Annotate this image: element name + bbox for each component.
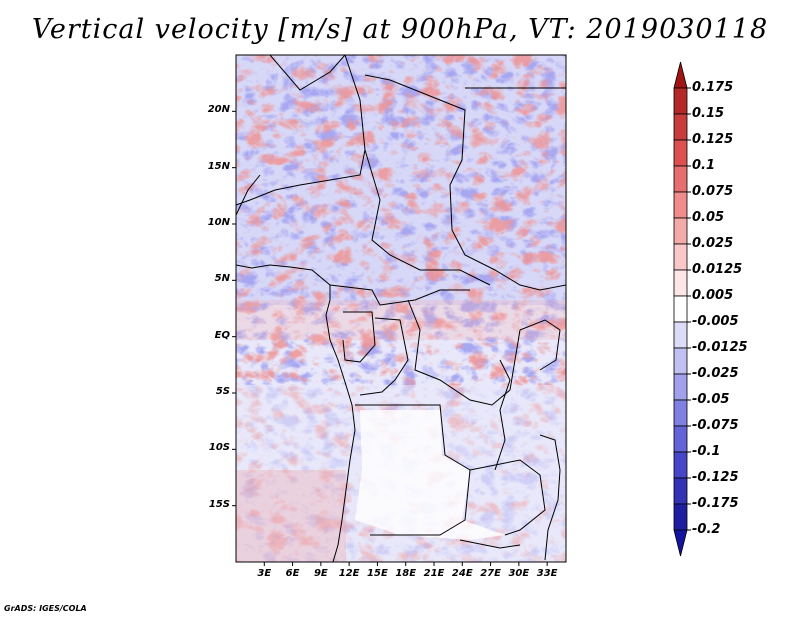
colorbar-segment (673, 399, 688, 427)
colorbar-label: 0.0125 (692, 262, 743, 277)
lat-label: 5S (215, 386, 230, 397)
lat-label: 5N (214, 273, 230, 285)
colorbar-label: 0.005 (692, 288, 734, 303)
colorbar (673, 61, 691, 557)
lat-label: 10N (207, 217, 230, 228)
colorbar-label: -0.0125 (692, 340, 748, 355)
lon-label: 21E (423, 568, 445, 579)
latitude-ticks (232, 110, 236, 507)
colorbar-label: -0.125 (692, 470, 739, 485)
colorbar-label: 0.15 (692, 106, 725, 121)
lon-label: 24E (451, 568, 473, 579)
colorbar-label: -0.1 (692, 444, 721, 459)
colorbar-label: 0.025 (692, 236, 734, 251)
colorbar-segment (673, 425, 688, 453)
colorbar-segment (673, 139, 688, 167)
lat-label: EQ (214, 329, 230, 341)
colorbar-segment (673, 503, 688, 531)
map-title: Vertical velocity [m/s] at 900hPa, VT: 2… (31, 14, 769, 45)
colorbar-segment (673, 243, 688, 271)
colorbar-segment (673, 269, 688, 297)
colorbar-segment (673, 373, 688, 401)
colorbar-segment (673, 217, 688, 245)
lon-label: 33E (536, 568, 558, 579)
longitude-ticks (263, 562, 548, 566)
lon-label: 27E (480, 568, 501, 579)
colorbar-label: -0.025 (692, 366, 739, 381)
colorbar-label: -0.05 (692, 392, 730, 407)
colorbar-segment (673, 321, 688, 349)
lat-label: 15N (207, 160, 230, 172)
colorbar-segment (673, 191, 688, 219)
lon-label: 15E (367, 568, 388, 579)
lon-label: 6E (285, 568, 300, 579)
colorbar-segment (673, 295, 688, 323)
lat-label: 20N (207, 104, 230, 116)
colorbar-label: 0.075 (692, 184, 734, 199)
lat-label: 10S (208, 442, 230, 454)
colorbar-segment (673, 347, 688, 375)
colorbar-segment (673, 165, 688, 193)
colorbar-segment (673, 451, 688, 479)
colorbar-segment (673, 477, 688, 505)
colorbar-segment (673, 113, 688, 141)
map-frame (235, 54, 567, 563)
lon-label: 30E (508, 568, 530, 579)
vertical-velocity-field (236, 55, 566, 562)
colorbar-segment (673, 87, 688, 115)
colorbar-segment (673, 529, 688, 557)
lon-label: 3E (257, 568, 272, 579)
grads-credit: GrADS: IGES/COLA (4, 604, 87, 613)
colorbar-label: -0.2 (692, 522, 721, 537)
lat-label: 15S (208, 498, 230, 510)
country-borders (236, 55, 566, 562)
lon-label: 9E (313, 568, 328, 579)
colorbar-label: -0.075 (692, 418, 739, 433)
colorbar-label: 0.125 (692, 132, 734, 147)
lon-label: 18E (395, 568, 417, 579)
colorbar-label: -0.175 (692, 496, 739, 511)
colorbar-label: 0.05 (692, 210, 725, 225)
colorbar-segment (673, 61, 688, 89)
lon-label: 12E (338, 568, 360, 579)
colorbar-label: 0.175 (692, 80, 734, 95)
colorbar-label: -0.005 (692, 314, 739, 329)
colorbar-label: 0.1 (692, 158, 716, 173)
